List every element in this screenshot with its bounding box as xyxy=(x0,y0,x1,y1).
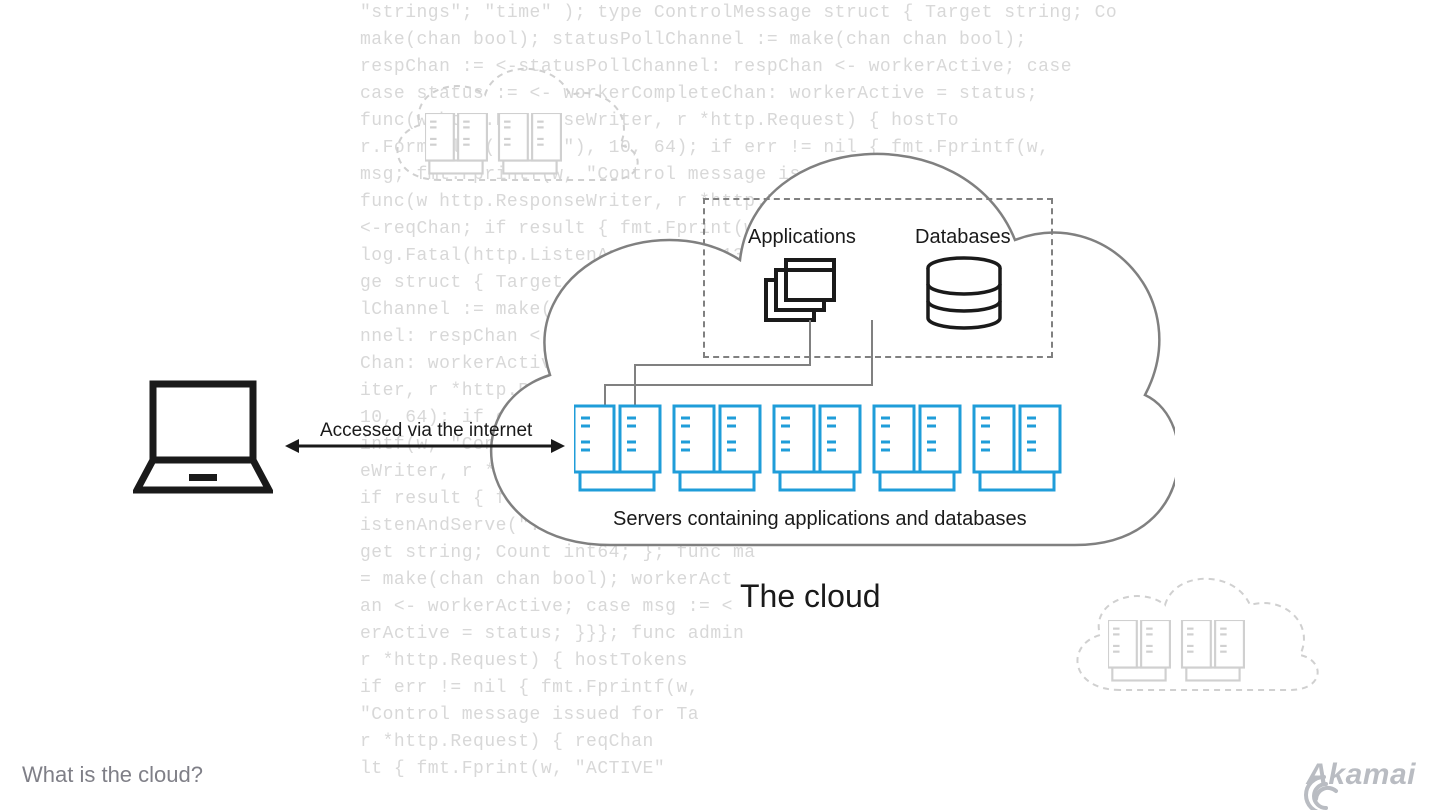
databases-label: Databases xyxy=(915,226,1011,249)
laptop-icon xyxy=(133,378,273,498)
access-label: Accessed via the internet xyxy=(320,420,532,442)
small-cloud-br-servers-icon xyxy=(1108,620,1258,686)
servers-caption-label: Servers containing applications and data… xyxy=(613,508,1027,531)
blue-server-row-icon xyxy=(574,404,1064,496)
connector-line-icon xyxy=(580,320,900,410)
brand-logo: Akamai xyxy=(1304,758,1416,792)
cloud-title-label: The cloud xyxy=(740,578,881,615)
diagram-stage: "strings"; "time" ); type ControlMessage… xyxy=(0,0,1440,810)
database-icon xyxy=(922,256,1006,332)
page-caption: What is the cloud? xyxy=(22,762,203,788)
applications-label: Applications xyxy=(748,226,856,249)
